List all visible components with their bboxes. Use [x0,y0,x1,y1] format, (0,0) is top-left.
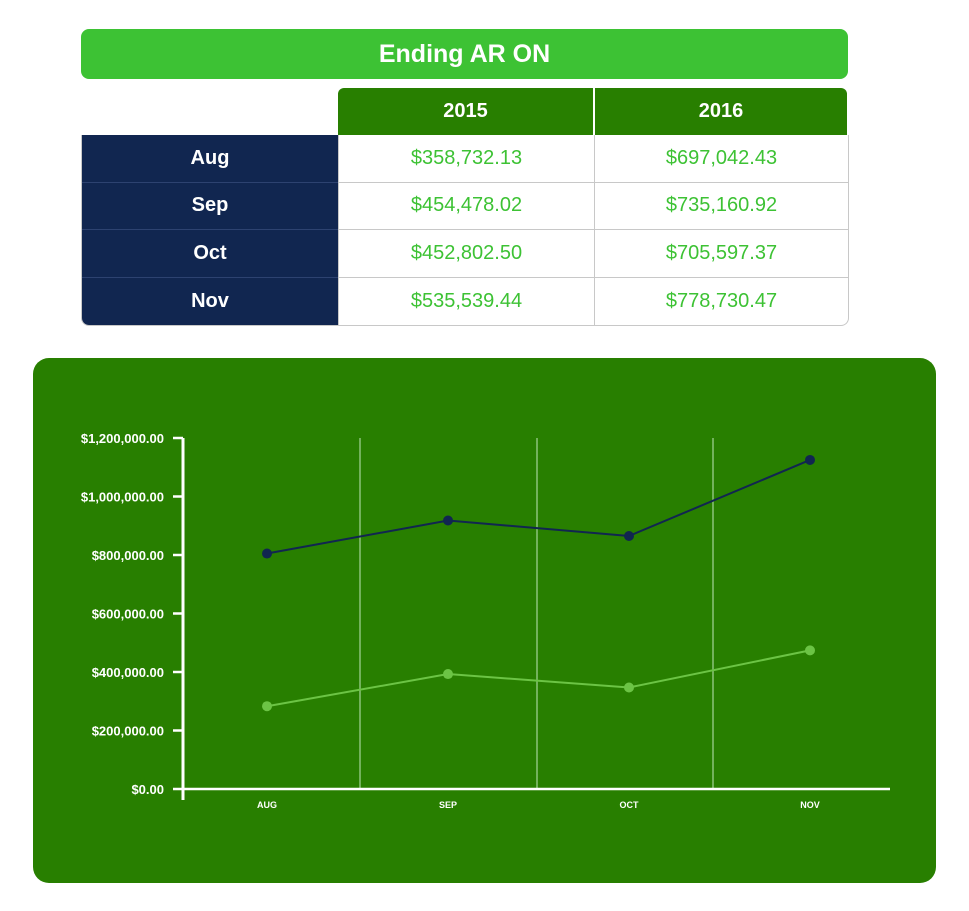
line-chart-panel: $0.00 $200,000.00 $400,000.00 $600,000.00 $8… [33,358,936,883]
cell-sep-2016: $735,160.92 [594,182,848,230]
series-1-point-nov [805,454,815,465]
y-tick-label-6: $1,200,000.00 [81,431,164,446]
ar-table: Aug $358,732.13 $697,042.43 Sep $454,478… [81,135,849,326]
series-2-point-nov [805,645,815,656]
y-tick-label-4: $800,000.00 [92,548,164,563]
x-tick-label-sep: SEP [439,800,457,810]
y-tick-label-1: $200,000.00 [92,724,164,739]
row-label-sep: Sep [82,182,338,230]
row-label-oct: Oct [82,230,338,278]
y-tick-label-3: $600,000.00 [92,607,164,622]
y-tick-label-5: $1,000,000.00 [81,490,164,505]
cell-aug-2016: $697,042.43 [594,135,848,183]
row-label-aug: Aug [82,135,338,183]
cell-sep-2015: $454,478.02 [338,182,594,230]
column-header-2015: 2015 [338,88,593,135]
cell-oct-2016: $705,597.37 [594,230,848,278]
header-divider [593,88,595,135]
column-header-2016: 2016 [595,88,847,135]
x-tick-label-oct: OCT [620,800,640,810]
x-tick-label-nov: NOV [800,800,820,810]
series-2-point-aug [262,701,272,712]
series-2-point-oct [624,682,634,693]
series-1-line [266,459,811,555]
cell-oct-2015: $452,802.50 [338,230,594,278]
series-1-point-oct [624,530,634,541]
chart-title: Ending AR ON [81,29,848,79]
cell-nov-2015: $535,539.44 [338,277,594,325]
row-label-nov: Nov [82,277,338,325]
series-1-point-aug [262,548,272,559]
series-2-point-sep [443,669,453,680]
line-chart: $0.00 $200,000.00 $400,000.00 $600,000.00 $8… [81,431,890,810]
y-tick-label-0: $0.00 [131,782,164,797]
series-2-line [266,649,811,708]
cell-aug-2015: $358,732.13 [338,135,594,183]
x-tick-label-aug: AUG [257,800,277,810]
y-tick-label-2: $400,000.00 [92,665,164,680]
series-1-point-sep [443,515,453,526]
cell-nov-2016: $778,730.47 [594,277,848,325]
